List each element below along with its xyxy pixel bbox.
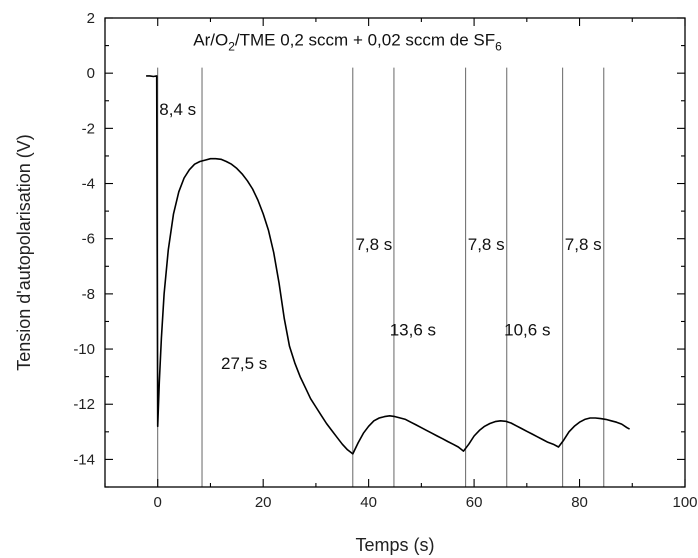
condition-sub-o2: 2 [228,40,235,54]
interval-label-3: 13,6 s [390,321,436,340]
interval-annotations: 8,4 s 27,5 s 7,8 s 13,6 s 7,8 s 10,6 s 7,8 s [159,100,601,373]
y-tick-label: -6 [82,231,95,248]
interval-label-0: 8,4 s [159,100,196,119]
y-tick-label: -14 [73,451,95,468]
interval-label-2: 7,8 s [355,235,392,254]
x-tick-label: 80 [571,494,588,511]
condition-annotation: Ar/O2/TME 0,2 sccm + 0,02 sccm de SF6 [193,31,502,54]
y-tick-label: -10 [73,341,95,358]
condition-sub-sf6: 6 [495,40,502,54]
plot-frame [104,17,686,488]
x-tick-label: 60 [466,494,483,511]
series-line-0 [146,75,630,455]
vertical-markers [157,67,605,487]
series-layer [146,75,630,455]
y-tick-label: -12 [73,396,95,413]
y-tick-label: 0 [87,65,95,82]
x-tick-label: 40 [360,494,377,511]
x-tick-label: 20 [255,494,272,511]
y-axis-title: Tension d'autopolarisation (V) [14,134,34,371]
interval-label-5: 10,6 s [504,321,550,340]
interval-label-4: 7,8 s [468,235,505,254]
interval-label-6: 7,8 s [565,235,602,254]
interval-label-1: 27,5 s [221,354,267,373]
condition-prefix: Ar/O [193,31,228,50]
x-tick-label: 0 [154,494,162,511]
y-tick-label: 2 [87,10,95,27]
condition-middle: /TME 0,2 sccm + 0,02 sccm de SF [235,31,495,50]
y-tick-label: -4 [82,176,95,193]
y-tick-label: -8 [82,286,95,303]
y-tick-label: -2 [82,120,95,137]
axis-ticks [104,17,686,488]
x-axis-title: Temps (s) [355,535,434,555]
x-tick-label: 100 [672,494,697,511]
